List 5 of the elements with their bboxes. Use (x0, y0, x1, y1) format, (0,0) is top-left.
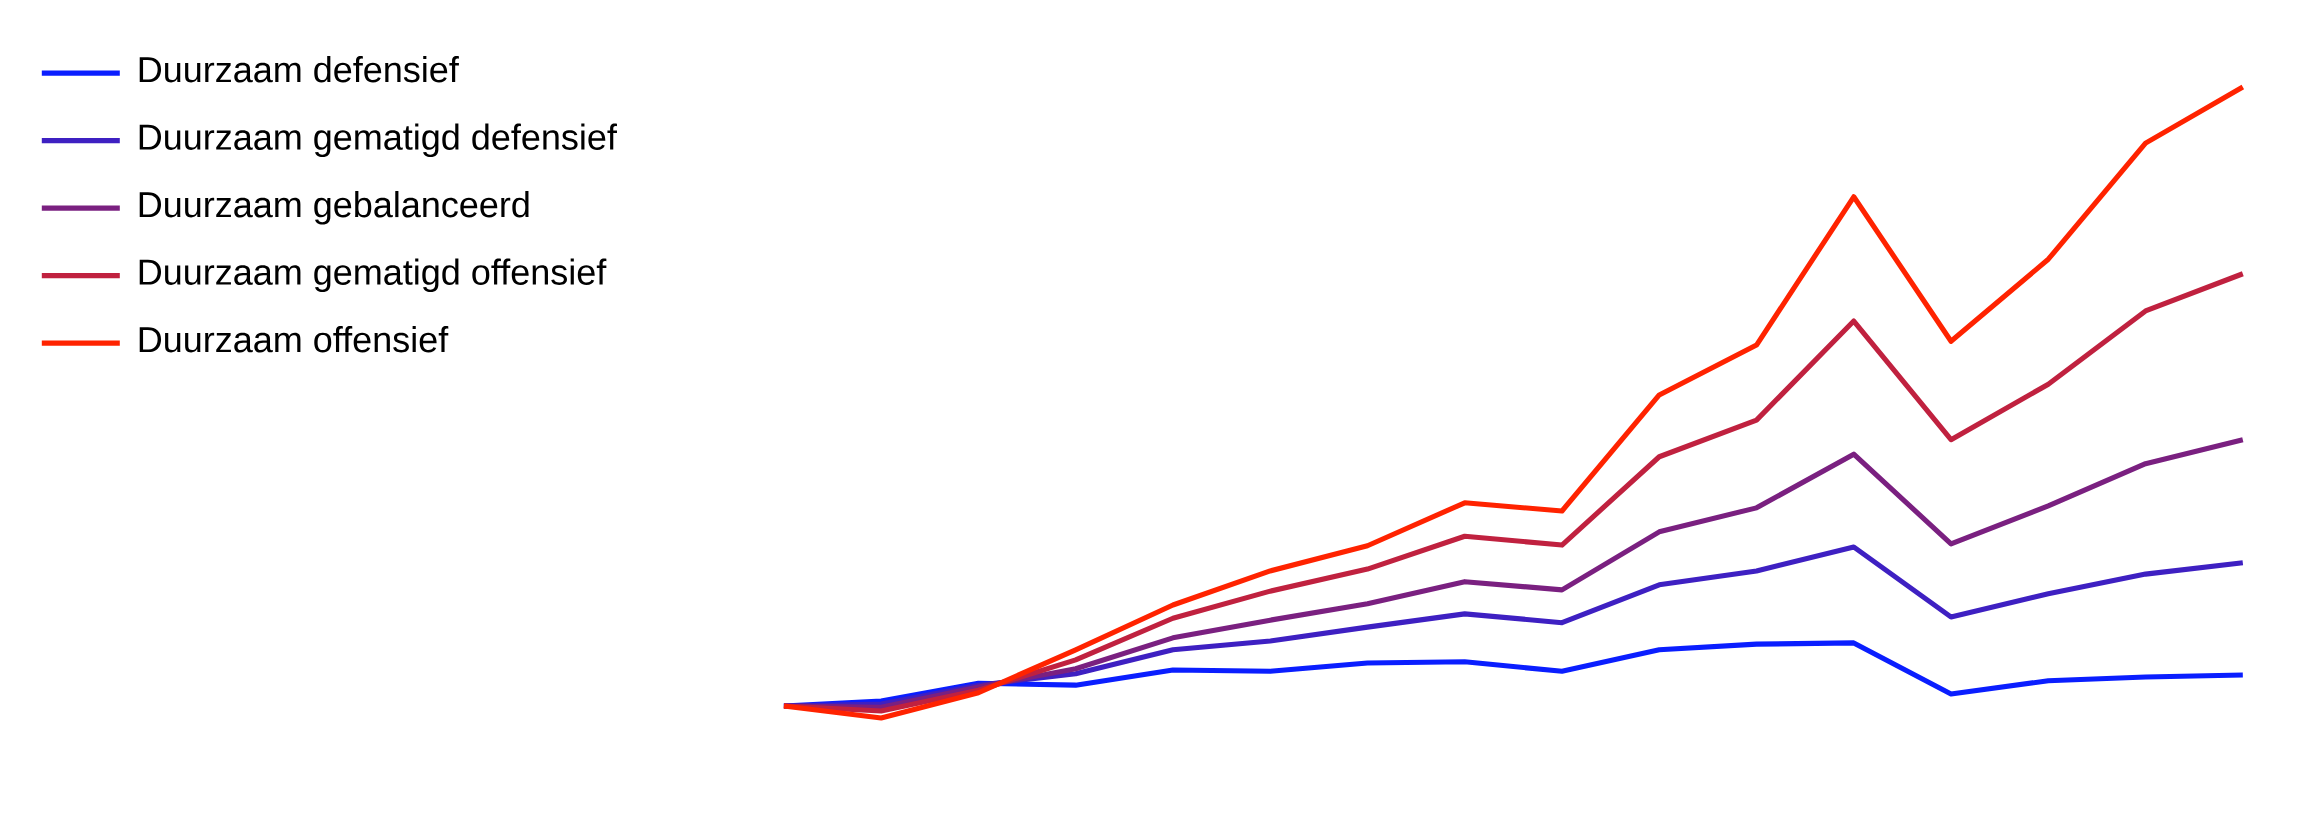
legend-label: Duurzaam gematigd defensief (139, 123, 617, 158)
legend-label: Duurzaam gebalanceerd (139, 191, 529, 225)
legend-label: Duurzaam gematigd offensief (139, 258, 607, 293)
legend-label: Duurzaam defensief (139, 56, 459, 83)
legend-label: Duurzaam offensief (139, 326, 449, 353)
